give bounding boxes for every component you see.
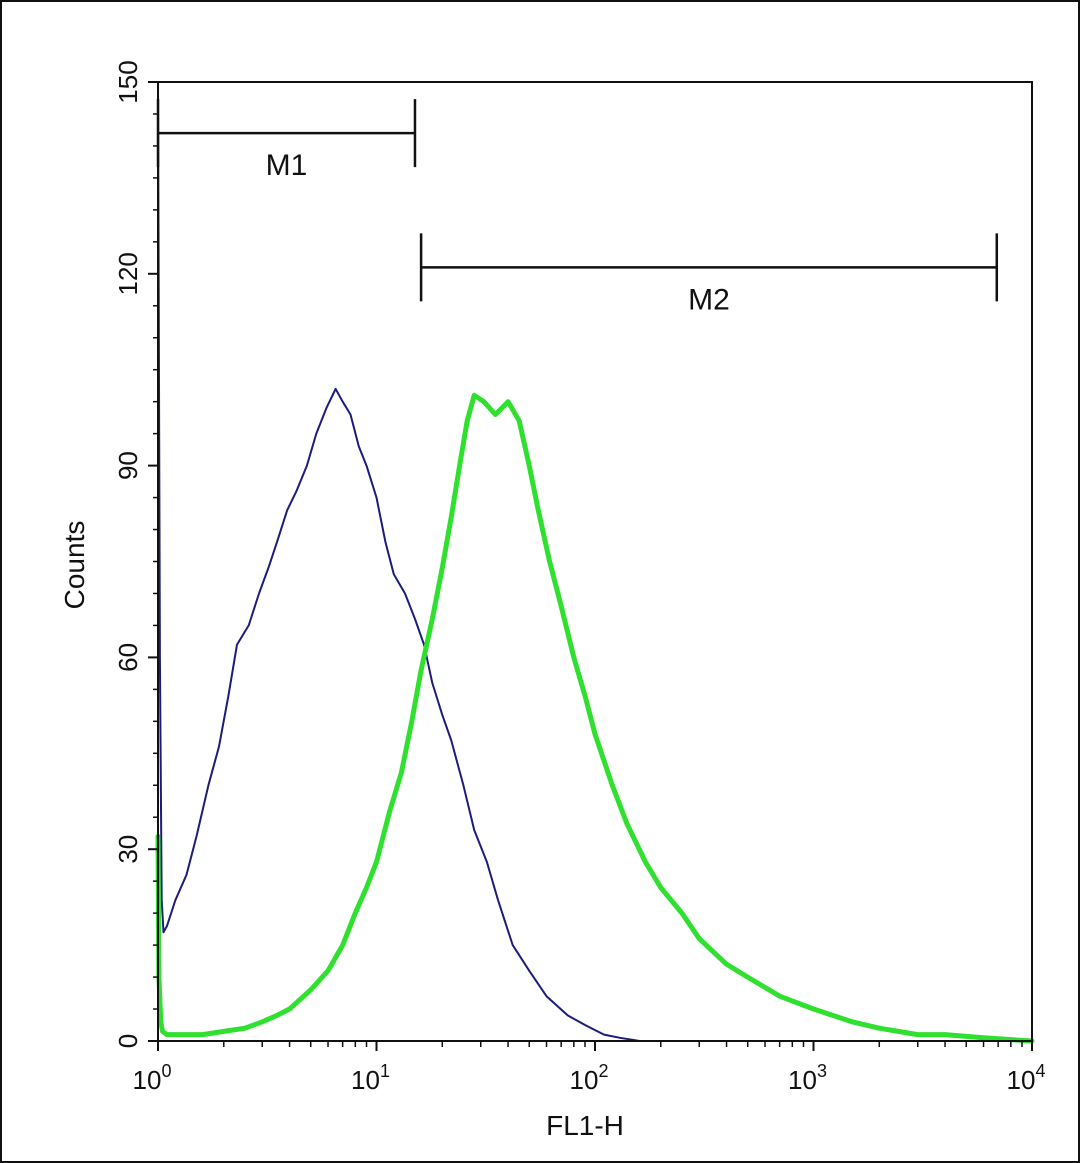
histogram-series-2 <box>155 392 1035 1044</box>
plot-area <box>157 81 1033 1042</box>
x-tick-label: 101 <box>351 1061 390 1095</box>
marker-m2-label: M2 <box>688 283 730 316</box>
y-tick-label: 0 <box>113 1034 143 1048</box>
x-tick-label: 103 <box>788 1061 827 1095</box>
x-tick-label: 100 <box>133 1061 172 1095</box>
y-tick-label: 150 <box>113 60 143 103</box>
axes-layer: 0 30 60 90 120 150 100 101 102 103 104 <box>113 60 1045 1095</box>
series-layer <box>155 81 1035 1044</box>
x-axis-label: FL1-H <box>546 1110 624 1141</box>
y-axis-label: Counts <box>59 521 90 610</box>
x-tick-label: 102 <box>570 1061 609 1095</box>
markers-layer: M1 M2 <box>156 99 999 316</box>
histogram-series-1 <box>157 81 1033 1042</box>
y-tick-label: 120 <box>113 252 143 295</box>
marker-m1-label: M1 <box>266 149 308 182</box>
y-tick-label: 30 <box>113 835 143 864</box>
y-tick-label: 90 <box>113 451 143 480</box>
y-tick-label: 60 <box>113 643 143 672</box>
x-tick-label: 104 <box>1007 1061 1046 1095</box>
